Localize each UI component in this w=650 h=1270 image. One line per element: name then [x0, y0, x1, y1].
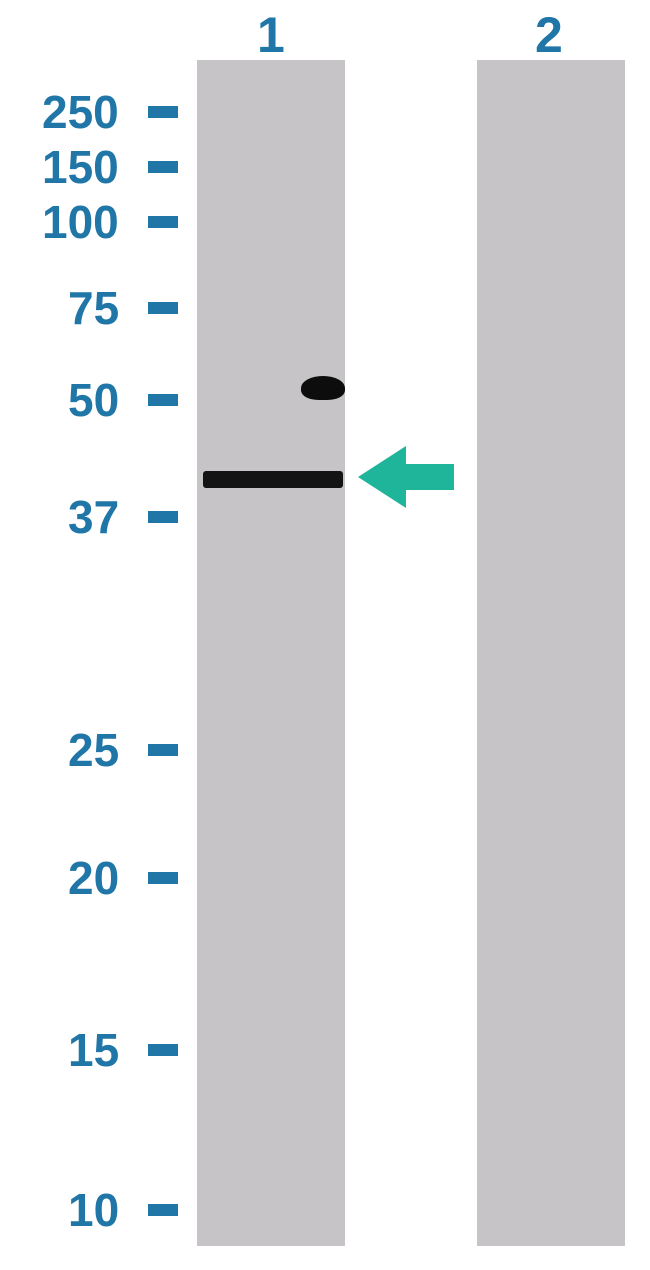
- marker-label-150: 150: [42, 140, 119, 194]
- marker-label-10: 10: [68, 1183, 119, 1237]
- band-lane1-0: [301, 376, 345, 400]
- marker-dash-75: [148, 302, 178, 314]
- marker-dash-20: [148, 872, 178, 884]
- western-blot-figure: 1 2 250150100 75 50 37 25 20 15 10: [0, 0, 650, 1270]
- marker-dash-100: [148, 216, 178, 228]
- marker-label-100: 100: [42, 195, 119, 249]
- marker-label-20: 20: [68, 851, 119, 905]
- marker-label-75: 75: [68, 281, 119, 335]
- marker-label-50: 50: [68, 373, 119, 427]
- lane-label-1: 1: [257, 6, 285, 64]
- marker-dash-25: [148, 744, 178, 756]
- marker-dash-150: [148, 161, 178, 173]
- marker-dash-37: [148, 511, 178, 523]
- lane-1: [197, 60, 345, 1246]
- marker-dash-250: [148, 106, 178, 118]
- marker-label-15: 15: [68, 1023, 119, 1077]
- marker-dash-50: [148, 394, 178, 406]
- lane-label-2: 2: [535, 6, 563, 64]
- marker-label-25: 25: [68, 723, 119, 777]
- target-band-arrow-icon: [358, 446, 454, 508]
- marker-label-250: 250: [42, 85, 119, 139]
- lane-2: [477, 60, 625, 1246]
- marker-label-37: 37: [68, 490, 119, 544]
- marker-dash-15: [148, 1044, 178, 1056]
- band-lane1-1: [203, 471, 343, 488]
- marker-dash-10: [148, 1204, 178, 1216]
